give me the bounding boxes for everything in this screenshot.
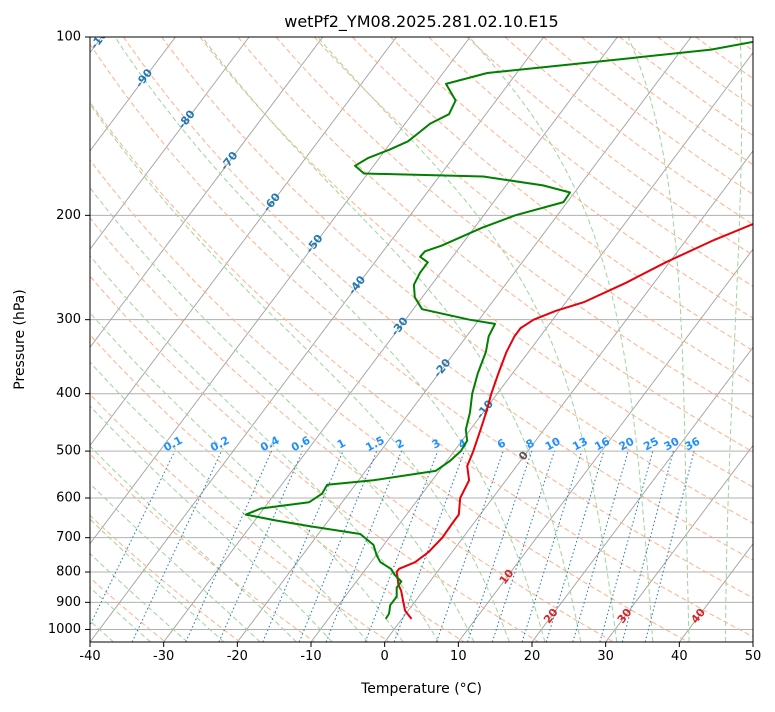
y-axis-label: Pressure (hPa) bbox=[12, 289, 28, 389]
x-tick-label: -20 bbox=[227, 649, 248, 664]
x-tick-label: 40 bbox=[671, 649, 688, 664]
y-tick-label: 900 bbox=[56, 595, 81, 610]
x-tick-label: -40 bbox=[79, 649, 100, 664]
y-tick-label: 700 bbox=[56, 530, 81, 545]
y-tick-label: 1000 bbox=[48, 622, 81, 637]
x-tick-label: 0 bbox=[381, 649, 389, 664]
x-tick-label: 50 bbox=[745, 649, 762, 664]
y-tick-label: 100 bbox=[56, 30, 81, 45]
y-tick-label: 300 bbox=[56, 312, 81, 327]
y-tick-label: 200 bbox=[56, 208, 81, 223]
x-axis-label: Temperature (°C) bbox=[360, 681, 482, 697]
x-tick-label: 10 bbox=[450, 649, 467, 664]
y-tick-label: 400 bbox=[56, 386, 81, 401]
chart-title: wetPf2_YM08.2025.281.02.10.E15 bbox=[284, 12, 558, 32]
x-tick-label: -10 bbox=[300, 649, 321, 664]
y-tick-label: 800 bbox=[56, 565, 81, 580]
x-tick-label: 20 bbox=[524, 649, 541, 664]
y-tick-label: 500 bbox=[56, 444, 81, 459]
x-tick-label: -30 bbox=[153, 649, 174, 664]
y-tick-label: 600 bbox=[56, 491, 81, 506]
x-tick-label: 30 bbox=[597, 649, 614, 664]
